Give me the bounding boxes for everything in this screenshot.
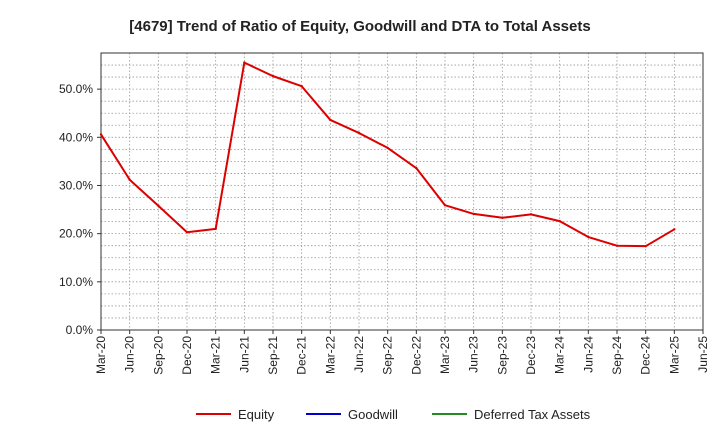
data-point-equity — [300, 85, 303, 88]
data-point-equity — [386, 146, 389, 150]
x-tick-label: Sep-22 — [381, 336, 395, 375]
x-tick-label: Sep-23 — [495, 336, 509, 375]
grid-lines — [100, 52, 704, 331]
data-point-equity — [415, 166, 418, 170]
legend-item-goodwill: Goodwill — [306, 407, 398, 422]
y-tick-label: 50.0% — [59, 82, 93, 96]
x-tick-label: Jun-21 — [237, 336, 251, 373]
data-point-equity — [673, 228, 676, 231]
legend-item-equity: Equity — [196, 407, 275, 422]
x-tick-label: Sep-21 — [266, 336, 280, 375]
data-point-equity — [185, 231, 189, 234]
data-point-equity — [99, 133, 103, 136]
x-tick-label: Dec-21 — [295, 336, 309, 375]
axes: 0.0% 10.0% 20.0% 30.0% 40.0% 50.0% Mar-20 Jun-2… — [59, 52, 710, 375]
x-tick-label: Mar-24 — [553, 336, 567, 374]
x-tick-label: Mar-22 — [323, 336, 337, 374]
plot-border — [100, 52, 704, 331]
data-point-equity — [443, 204, 447, 207]
x-tick-label: Jun-20 — [123, 336, 137, 373]
data-point-equity — [529, 213, 533, 216]
x-tick-label: Mar-21 — [209, 336, 223, 374]
x-tick-label: Jun-23 — [467, 336, 481, 373]
y-tick-label: 0.0% — [66, 323, 94, 337]
x-tick-label: Sep-24 — [610, 336, 624, 375]
data-point-equity — [357, 131, 361, 135]
x-tick-label: Dec-24 — [639, 336, 653, 375]
data-point-equity — [214, 227, 217, 231]
legend-label: Equity — [238, 407, 275, 422]
plot-area — [101, 53, 703, 330]
series-lines — [99, 61, 676, 248]
data-point-equity — [271, 74, 275, 78]
data-point-equity — [472, 212, 475, 216]
x-tick-label: Dec-20 — [180, 336, 194, 375]
x-tick-label: Sep-20 — [151, 336, 165, 375]
data-point-equity — [587, 235, 590, 239]
data-point-equity — [558, 219, 561, 223]
x-tick-label: Jun-24 — [581, 336, 595, 373]
data-point-equity — [243, 61, 246, 64]
y-tick-label: 30.0% — [59, 178, 93, 192]
x-tick-label: Jun-22 — [352, 336, 366, 373]
x-tick-label: Mar-20 — [94, 336, 108, 374]
x-tick-label: Mar-23 — [438, 336, 452, 374]
y-tick-label: 10.0% — [59, 275, 93, 289]
data-point-equity — [128, 178, 131, 181]
y-tick-label: 40.0% — [59, 130, 93, 144]
x-tick-label: Dec-22 — [409, 336, 423, 375]
legend-label: Goodwill — [348, 407, 398, 422]
y-tick-label: 20.0% — [59, 227, 93, 241]
legend-item-deferred-tax-assets: Deferred Tax Assets — [432, 407, 591, 422]
chart-title: [4679] Trend of Ratio of Equity, Goodwil… — [129, 18, 590, 35]
data-point-equity — [157, 204, 160, 207]
legend: Equity Goodwill Deferred Tax Assets — [196, 407, 591, 422]
data-point-equity — [501, 216, 504, 219]
data-point-equity — [615, 244, 619, 247]
x-tick-label: Dec-23 — [524, 336, 538, 375]
data-point-equity — [644, 244, 647, 248]
legend-label: Deferred Tax Assets — [474, 407, 591, 422]
data-point-equity — [329, 118, 332, 122]
x-tick-label: Mar-25 — [667, 336, 681, 374]
x-tick-label: Jun-25 — [696, 336, 710, 373]
